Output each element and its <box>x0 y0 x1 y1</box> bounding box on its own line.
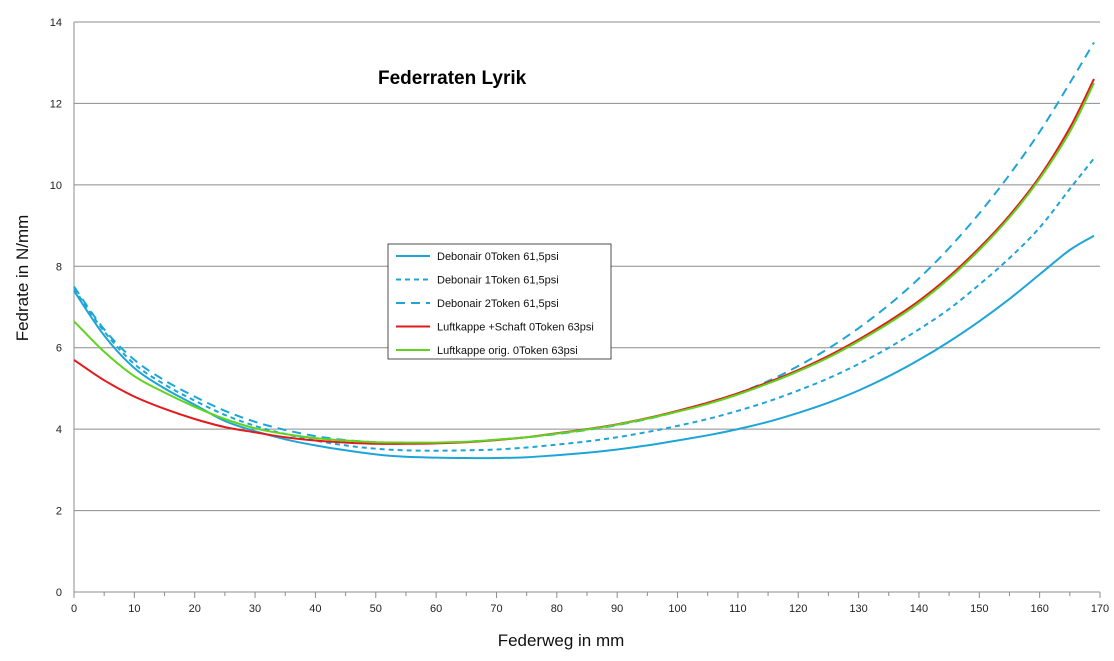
x-tick-label: 60 <box>430 603 442 615</box>
series-line-3 <box>73 41 1095 445</box>
x-tick-label: 40 <box>309 603 321 615</box>
y-tick-label: 4 <box>56 424 62 436</box>
x-tick-label: 30 <box>249 603 261 615</box>
y-tick-label: 14 <box>50 17 62 29</box>
legend-box <box>387 243 612 360</box>
y-tick-label: 6 <box>56 343 62 355</box>
x-tick-label: 130 <box>849 603 867 615</box>
legend-label: Debonair 0Token 61,5psi <box>437 251 559 263</box>
x-tick-label: 10 <box>128 603 140 615</box>
x-axis-title: Federweg in mm <box>498 631 625 650</box>
legend-label: Debonair 2Token 61,5psi <box>437 298 559 310</box>
y-axis-title: Fedrate in N/mm <box>13 215 32 342</box>
x-tick-label: 80 <box>551 603 563 615</box>
x-tick-label: 100 <box>668 603 686 615</box>
legend-label: Debonair 1Token 61,5psi <box>437 275 559 287</box>
y-tick-label: 8 <box>56 261 62 273</box>
x-tick-label: 50 <box>370 603 382 615</box>
y-tick-labels: 0 2 4 6 8 10 12 14 <box>50 17 62 599</box>
y-tick-label: 10 <box>50 180 62 192</box>
y-tick-label: 0 <box>56 587 62 599</box>
legend: Debonair 0Token 61,5psi Debonair 1Token 6… <box>387 243 612 360</box>
x-tick-label: 0 <box>71 603 77 615</box>
series-line-5 <box>73 82 1095 444</box>
axes <box>73 22 1101 598</box>
x-tick-label: 170 <box>1091 603 1109 615</box>
x-tick-labels: 0 10 20 30 40 50 60 70 80 90 100 110 120 130 140 150 160… <box>71 603 1109 615</box>
x-tick-label: 120 <box>789 603 807 615</box>
x-tick-label: 140 <box>910 603 928 615</box>
y-tick-label: 12 <box>50 98 62 110</box>
x-tick-label: 20 <box>189 603 201 615</box>
chart-title: Federraten Lyrik <box>378 68 527 89</box>
x-tick-label: 150 <box>970 603 988 615</box>
series-line-2 <box>73 157 1095 452</box>
series-lines <box>73 41 1095 460</box>
legend-label: Luftkappe +Schaft 0Token 63psi <box>437 322 594 334</box>
x-tick-label: 90 <box>611 603 623 615</box>
legend-label: Luftkappe orig. 0Token 63psi <box>437 345 578 357</box>
x-tick-label: 110 <box>729 603 747 615</box>
series-line-1 <box>73 234 1095 460</box>
x-tick-label: 160 <box>1030 603 1048 615</box>
y-tick-label: 2 <box>56 506 62 518</box>
x-tick-label: 70 <box>490 603 502 615</box>
